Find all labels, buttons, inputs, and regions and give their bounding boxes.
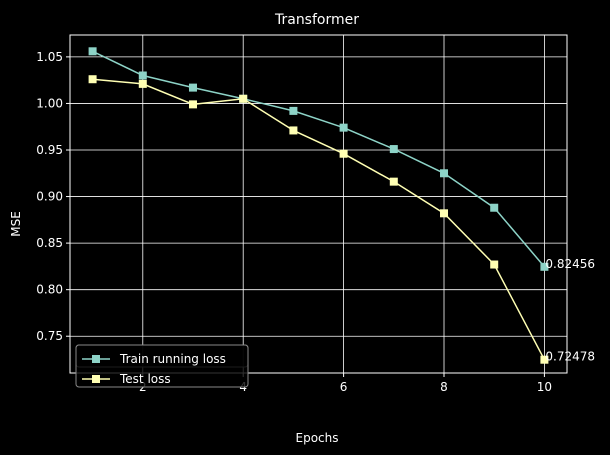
y-tick-label: 0.95 [36, 143, 63, 157]
data-point [138, 79, 147, 88]
data-point [490, 203, 499, 212]
data-point [339, 123, 348, 132]
x-tick-label: 6 [340, 380, 348, 394]
plot-frame [69, 34, 568, 374]
data-point [540, 355, 549, 364]
y-tick-label: 1.00 [36, 96, 63, 110]
legend-marker [92, 355, 100, 363]
x-tick-label: 10 [537, 380, 552, 394]
legend-marker [92, 375, 100, 383]
legend-frame [75, 344, 249, 388]
legend-label: Test loss [119, 372, 171, 386]
annotations: 0.82456 0.72478 [545, 257, 595, 364]
legend: Train running loss Test loss [75, 344, 249, 388]
series-line [92, 78, 546, 361]
y-axis-label: MSE [9, 211, 23, 237]
y-tick-label: 0.75 [36, 329, 63, 343]
point-annotation: 0.72478 [545, 350, 595, 364]
data-point [540, 262, 549, 271]
legend-item: Test loss [82, 372, 171, 386]
data-point [138, 71, 147, 80]
legend-label: Train running loss [119, 352, 226, 366]
data-point [389, 145, 398, 154]
series-layer [88, 47, 549, 364]
series-test-loss [88, 75, 549, 364]
data-point [289, 126, 298, 135]
legend-item: Train running loss [82, 352, 226, 366]
data-point [389, 177, 398, 186]
grid [70, 35, 567, 373]
y-tick-label: 0.90 [36, 190, 63, 204]
data-point [289, 106, 298, 115]
chart-title: Transformer [274, 12, 359, 28]
data-point [88, 75, 97, 84]
data-point [440, 169, 449, 178]
data-point [88, 47, 97, 56]
series-train-running-loss [88, 47, 549, 271]
data-point [440, 209, 449, 218]
x-axis-label: Epochs [296, 431, 339, 445]
y-tick-label: 1.05 [36, 50, 63, 64]
y-tick-label: 0.85 [36, 236, 63, 250]
series-line [92, 50, 545, 268]
x-tick-label: 8 [440, 380, 448, 394]
data-point [188, 83, 197, 92]
point-annotation: 0.82456 [545, 257, 595, 271]
data-point [490, 260, 499, 269]
data-point [239, 94, 248, 103]
y-tick-label: 0.80 [36, 283, 63, 297]
data-point [188, 100, 197, 109]
data-point [339, 149, 348, 158]
